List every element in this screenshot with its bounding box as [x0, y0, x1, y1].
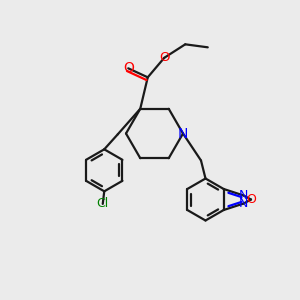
- Text: N: N: [239, 197, 248, 210]
- Text: O: O: [123, 61, 134, 75]
- Text: O: O: [159, 51, 169, 64]
- Text: Cl: Cl: [97, 197, 109, 210]
- Text: N: N: [239, 189, 248, 202]
- Text: O: O: [246, 193, 256, 206]
- Text: N: N: [178, 127, 188, 140]
